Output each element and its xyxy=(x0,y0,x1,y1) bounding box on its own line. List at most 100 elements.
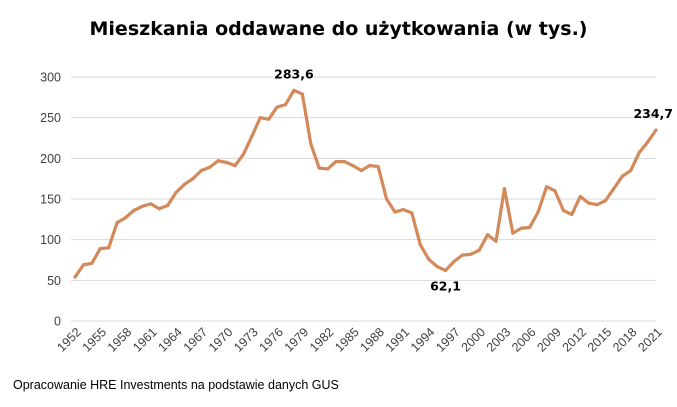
data-point xyxy=(224,160,229,164)
data-point xyxy=(359,168,363,173)
data-point xyxy=(250,134,254,138)
data-point xyxy=(267,117,271,121)
data-point xyxy=(334,159,338,164)
data-point xyxy=(140,204,144,208)
data-point xyxy=(132,208,136,212)
data-point xyxy=(654,128,658,132)
x-tick-label: 1955 xyxy=(80,325,110,355)
data-point xyxy=(469,252,473,256)
x-axis-ticks: 1952195519581961196419671970197319761979… xyxy=(54,325,665,355)
data-point xyxy=(317,166,321,170)
data-point xyxy=(81,263,86,267)
data-point xyxy=(309,142,313,146)
data-point xyxy=(283,103,288,107)
data-point xyxy=(511,231,515,235)
data-point xyxy=(570,212,574,217)
x-tick-label: 1979 xyxy=(282,325,312,355)
x-tick-label: 1982 xyxy=(307,325,337,355)
data-point xyxy=(460,253,464,257)
x-tick-label: 1952 xyxy=(54,325,84,355)
data-point xyxy=(376,164,380,169)
data-point xyxy=(98,247,102,251)
data-point xyxy=(544,185,549,189)
y-tick-label: 250 xyxy=(40,111,61,125)
x-tick-label: 2021 xyxy=(635,325,665,355)
data-point xyxy=(401,207,405,212)
y-tick-label: 50 xyxy=(47,274,61,288)
data-point xyxy=(645,140,650,144)
data-point xyxy=(216,159,220,163)
series-line xyxy=(73,88,658,279)
data-point xyxy=(620,174,624,178)
data-point xyxy=(427,257,431,261)
data-point xyxy=(123,216,128,220)
data-point xyxy=(477,248,481,252)
x-tick-label: 1994 xyxy=(408,325,438,355)
data-label: 234,7 xyxy=(633,106,673,121)
data-point xyxy=(494,239,498,243)
series-layer xyxy=(73,88,658,279)
data-point xyxy=(561,208,565,212)
data-point xyxy=(502,187,507,191)
data-point xyxy=(233,164,237,168)
x-tick-label: 1985 xyxy=(332,325,362,355)
source-note: Opracowanie HRE Investments na podstawie… xyxy=(13,378,339,392)
data-point xyxy=(435,264,439,269)
data-point xyxy=(587,201,591,205)
x-tick-label: 1964 xyxy=(155,325,185,355)
data-point xyxy=(300,92,304,96)
data-point xyxy=(174,190,178,195)
data-point xyxy=(258,116,262,120)
x-tick-label: 2006 xyxy=(509,325,539,355)
data-point xyxy=(612,186,616,191)
x-tick-label: 1991 xyxy=(383,325,413,355)
annotations: 283,6 62,1 234,7 xyxy=(274,66,673,293)
chart-title: Mieszkania oddawane do użytkowania (w ty… xyxy=(89,18,588,40)
y-tick-label: 0 xyxy=(54,315,61,329)
data-point xyxy=(485,233,490,237)
x-tick-label: 2015 xyxy=(585,325,615,355)
x-tick-label: 2012 xyxy=(560,325,590,355)
data-point xyxy=(368,164,372,168)
data-point xyxy=(292,88,296,92)
x-tick-label: 2000 xyxy=(459,325,489,355)
data-point xyxy=(342,159,347,164)
data-point xyxy=(637,151,641,155)
x-tick-label: 1973 xyxy=(231,325,261,355)
data-point xyxy=(528,225,532,230)
y-tick-label: 100 xyxy=(40,233,61,247)
data-point xyxy=(629,168,633,173)
data-point xyxy=(393,210,397,214)
data-point xyxy=(157,207,161,211)
data-point xyxy=(107,246,111,250)
data-label: 62,1 xyxy=(430,278,461,293)
data-point xyxy=(191,177,195,181)
data-point xyxy=(553,189,557,193)
data-point xyxy=(384,197,389,201)
x-tick-label: 1970 xyxy=(206,325,236,355)
x-tick-label: 2003 xyxy=(484,325,514,355)
y-tick-label: 300 xyxy=(40,71,61,85)
data-point xyxy=(208,165,212,169)
data-point xyxy=(452,260,456,264)
data-point xyxy=(149,202,153,206)
data-point xyxy=(199,168,203,173)
data-point xyxy=(410,211,414,215)
x-tick-label: 1997 xyxy=(433,325,463,355)
x-tick-label: 2009 xyxy=(534,325,564,355)
y-axis-ticks: 0 50 100 150 200 250 300 xyxy=(40,71,61,329)
data-point xyxy=(536,210,540,214)
data-point xyxy=(275,105,279,109)
y-tick-label: 150 xyxy=(40,193,61,207)
data-point xyxy=(182,182,187,186)
x-tick-label: 1967 xyxy=(181,325,211,355)
data-point xyxy=(595,203,599,207)
data-point xyxy=(519,226,523,230)
x-tick-label: 1976 xyxy=(256,325,286,355)
data-point xyxy=(115,220,119,225)
data-point xyxy=(443,268,448,273)
data-label: 283,6 xyxy=(274,66,314,81)
data-point xyxy=(578,194,582,199)
gridlines xyxy=(71,76,656,322)
